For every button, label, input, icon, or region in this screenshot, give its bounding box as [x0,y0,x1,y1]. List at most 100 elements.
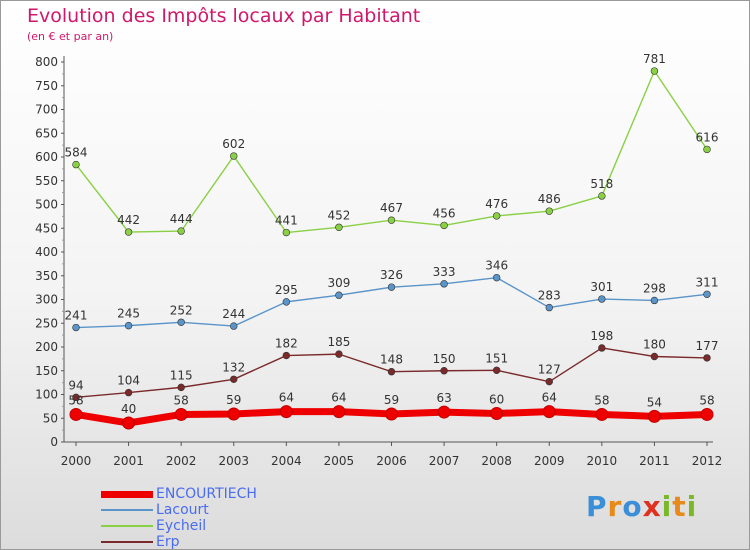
point-eycheil-2009 [545,207,553,215]
point-erp-2011 [650,352,659,361]
point-lacourt-2006 [387,283,396,291]
data-label-encourtiech-2006: 59 [384,393,399,407]
point-encourtiech-2006 [385,407,398,421]
logo-letter-5: t [672,490,687,523]
point-erp-2001 [124,388,133,397]
data-label-lacourt-2003: 244 [222,307,245,321]
data-label-eycheil-2011: 781 [643,52,666,66]
data-label-lacourt-2001: 245 [117,307,140,321]
x-tick-label-2000: 2000 [61,454,92,468]
legend-label-lacourt: Lacourt [156,502,209,518]
point-lacourt-2002 [177,318,185,326]
data-label-erp-2002: 115 [170,368,193,382]
data-label-eycheil-2010: 518 [590,177,613,191]
chart-subtitle: (en € et par an) [27,30,114,43]
point-encourtiech-2010 [595,407,609,421]
x-tick-label-2009: 2009 [534,454,565,468]
data-label-eycheil-2009: 486 [538,192,561,206]
data-label-erp-2004: 182 [275,337,298,351]
point-erp-2000 [72,393,80,402]
point-erp-2009 [545,377,553,386]
data-label-eycheil-2006: 467 [380,201,403,215]
legend-label-encourtiech: ENCOURTIECH [156,486,257,502]
point-eycheil-2010 [598,192,606,200]
point-lacourt-2000 [72,323,80,332]
y-tick-label-300: 300 [35,293,58,307]
y-tick-label-250: 250 [35,316,58,330]
data-label-encourtiech-2007: 63 [436,391,451,405]
data-label-erp-2007: 150 [433,352,456,366]
point-lacourt-2010 [598,295,606,303]
point-lacourt-2003 [230,322,238,330]
point-encourtiech-2007 [437,405,451,419]
point-lacourt-2001 [124,321,133,330]
data-label-lacourt-2004: 295 [275,283,298,297]
x-tick-label-2001: 2001 [113,454,144,468]
point-eycheil-2008 [492,212,501,220]
x-tick-label-2008: 2008 [481,454,512,468]
y-tick-label-600: 600 [35,150,58,164]
data-label-lacourt-2011: 298 [643,281,666,295]
data-label-erp-2009: 127 [538,363,561,377]
legend-swatch-erp [101,541,153,543]
chart-title: Evolution des Impôts locaux par Habitant [27,5,421,27]
data-label-erp-2008: 151 [485,351,508,365]
point-eycheil-2002 [177,227,185,235]
y-tick-label-350: 350 [35,269,58,283]
point-lacourt-2012 [703,290,711,298]
data-label-lacourt-2008: 346 [485,259,508,273]
y-tick-label-700: 700 [35,103,58,117]
point-erp-2010 [598,344,606,352]
point-erp-2012 [703,354,711,362]
x-tick-label-2012: 2012 [692,454,723,468]
x-tick-label-2002: 2002 [166,454,197,468]
data-label-erp-2006: 148 [380,353,403,367]
data-label-encourtiech-2012: 58 [699,393,714,407]
legend-swatch-eycheil [101,525,153,527]
data-label-lacourt-2005: 309 [327,276,350,290]
y-tick-label-450: 450 [35,221,58,235]
data-label-erp-2010: 198 [590,329,613,343]
data-label-encourtiech-2000: 58 [68,393,83,407]
logo-letter-0: P [586,490,608,523]
data-label-eycheil-2005: 452 [327,208,350,222]
data-label-lacourt-2002: 252 [170,303,193,317]
data-label-eycheil-2002: 444 [170,212,193,226]
point-lacourt-2008 [492,273,501,282]
point-encourtiech-2008 [490,407,504,420]
x-tick-label-2010: 2010 [587,454,618,468]
proxiti-logo: Proxiti [586,490,697,523]
data-label-lacourt-2009: 283 [538,289,561,303]
y-tick-label-800: 800 [35,55,58,69]
data-label-lacourt-2006: 326 [380,268,403,282]
point-erp-2003 [230,375,238,383]
y-tick-label-400: 400 [35,245,58,259]
data-label-lacourt-2010: 301 [590,280,613,294]
point-erp-2004 [282,351,291,360]
y-tick-label-650: 650 [35,126,58,140]
point-encourtiech-2005 [332,405,346,419]
point-lacourt-2007 [440,280,448,288]
data-label-encourtiech-2008: 60 [489,393,504,407]
logo-letter-2: o [622,490,643,523]
data-label-erp-2000: 94 [68,378,83,392]
point-encourtiech-2003 [227,407,241,421]
point-encourtiech-2000 [69,407,83,421]
logo-letter-4: i [661,490,673,523]
point-eycheil-2007 [440,221,448,230]
logo-letter-3: x [642,490,662,523]
data-label-lacourt-2007: 333 [433,265,456,279]
point-lacourt-2005 [335,291,343,299]
point-eycheil-2003 [230,152,238,160]
y-tick-label-550: 550 [35,174,58,188]
point-encourtiech-2004 [279,405,293,419]
y-tick-label-150: 150 [35,364,58,378]
point-eycheil-2006 [387,216,396,224]
x-tick-label-2005: 2005 [324,454,355,468]
point-encourtiech-2001 [122,416,136,430]
data-label-eycheil-2001: 442 [117,213,140,227]
point-eycheil-2012 [703,145,711,154]
x-tick-label-2006: 2006 [376,454,407,468]
